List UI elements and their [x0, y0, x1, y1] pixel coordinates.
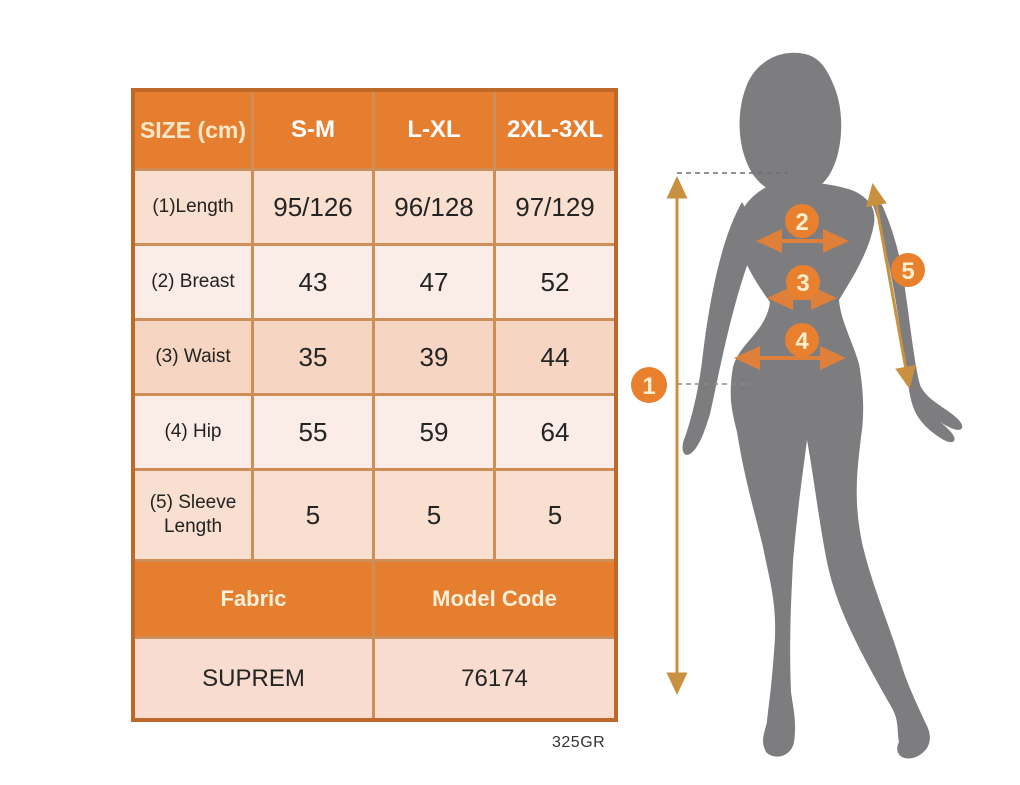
- length-value-s-m: 95/126: [254, 171, 372, 243]
- size-chart-table: SIZE (cm) S-M L-XL 2XL-3XL (1)Length 95/…: [131, 88, 618, 722]
- silhouette-head: [739, 52, 842, 197]
- length-value-2xl-3xl: 97/129: [496, 171, 614, 243]
- marker-4-number: 4: [795, 328, 809, 355]
- weight-note: 325GR: [552, 734, 606, 751]
- marker-circle-4: 4: [785, 323, 819, 357]
- breast-value-l-xl: 47: [375, 246, 493, 318]
- row-label-length: (1)Length: [135, 171, 251, 243]
- sleeve-value-2xl-3xl: 5: [496, 471, 614, 559]
- column-header-s-m: S-M: [254, 92, 372, 168]
- sleeve-value-l-xl: 5: [375, 471, 493, 559]
- silhouette-right-arm: [872, 202, 963, 443]
- marker-circle-2: 2: [785, 204, 819, 238]
- length-value-l-xl: 96/128: [375, 171, 493, 243]
- silhouette-left-arm: [682, 202, 754, 455]
- model-code-header-cell: Model Code: [375, 562, 614, 636]
- row-label-hip: (4) Hip: [135, 396, 251, 468]
- size-header-cell: SIZE (cm): [135, 92, 251, 168]
- marker-circle-1: 1: [631, 367, 667, 403]
- woman-silhouette: [682, 52, 963, 759]
- sleeve-arrow: [866, 183, 916, 389]
- silhouette-body: [730, 181, 930, 759]
- breast-value-s-m: 43: [254, 246, 372, 318]
- marker-3-number: 3: [796, 270, 809, 297]
- hip-value-l-xl: 59: [375, 396, 493, 468]
- waist-value-l-xl: 39: [375, 321, 493, 393]
- waist-value-2xl-3xl: 44: [496, 321, 614, 393]
- hip-value-s-m: 55: [254, 396, 372, 468]
- sleeve-value-s-m: 5: [254, 471, 372, 559]
- waist-value-s-m: 35: [254, 321, 372, 393]
- breast-value-2xl-3xl: 52: [496, 246, 614, 318]
- row-label-sleeve-length: (5) Sleeve Length: [135, 471, 251, 559]
- row-label-waist: (3) Waist: [135, 321, 251, 393]
- row-label-breast: (2) Breast: [135, 246, 251, 318]
- marker-circle-3: 3: [786, 265, 820, 299]
- hip-value-2xl-3xl: 64: [496, 396, 614, 468]
- column-header-l-xl: L-XL: [375, 92, 493, 168]
- measurement-figure: 1 2 3 4 5: [620, 40, 980, 765]
- marker-2-number: 2: [795, 209, 808, 236]
- marker-5-number: 5: [901, 258, 914, 285]
- column-header-2xl-3xl: 2XL-3XL: [496, 92, 614, 168]
- fabric-header-cell: Fabric: [135, 562, 372, 636]
- measurement-figure-svg: 1 2 3 4 5: [631, 52, 963, 759]
- model-code-value-cell: 76174: [375, 639, 614, 718]
- marker-circle-5: 5: [891, 253, 925, 287]
- marker-1-number: 1: [642, 373, 655, 400]
- fabric-value-cell: SUPREM: [135, 639, 372, 718]
